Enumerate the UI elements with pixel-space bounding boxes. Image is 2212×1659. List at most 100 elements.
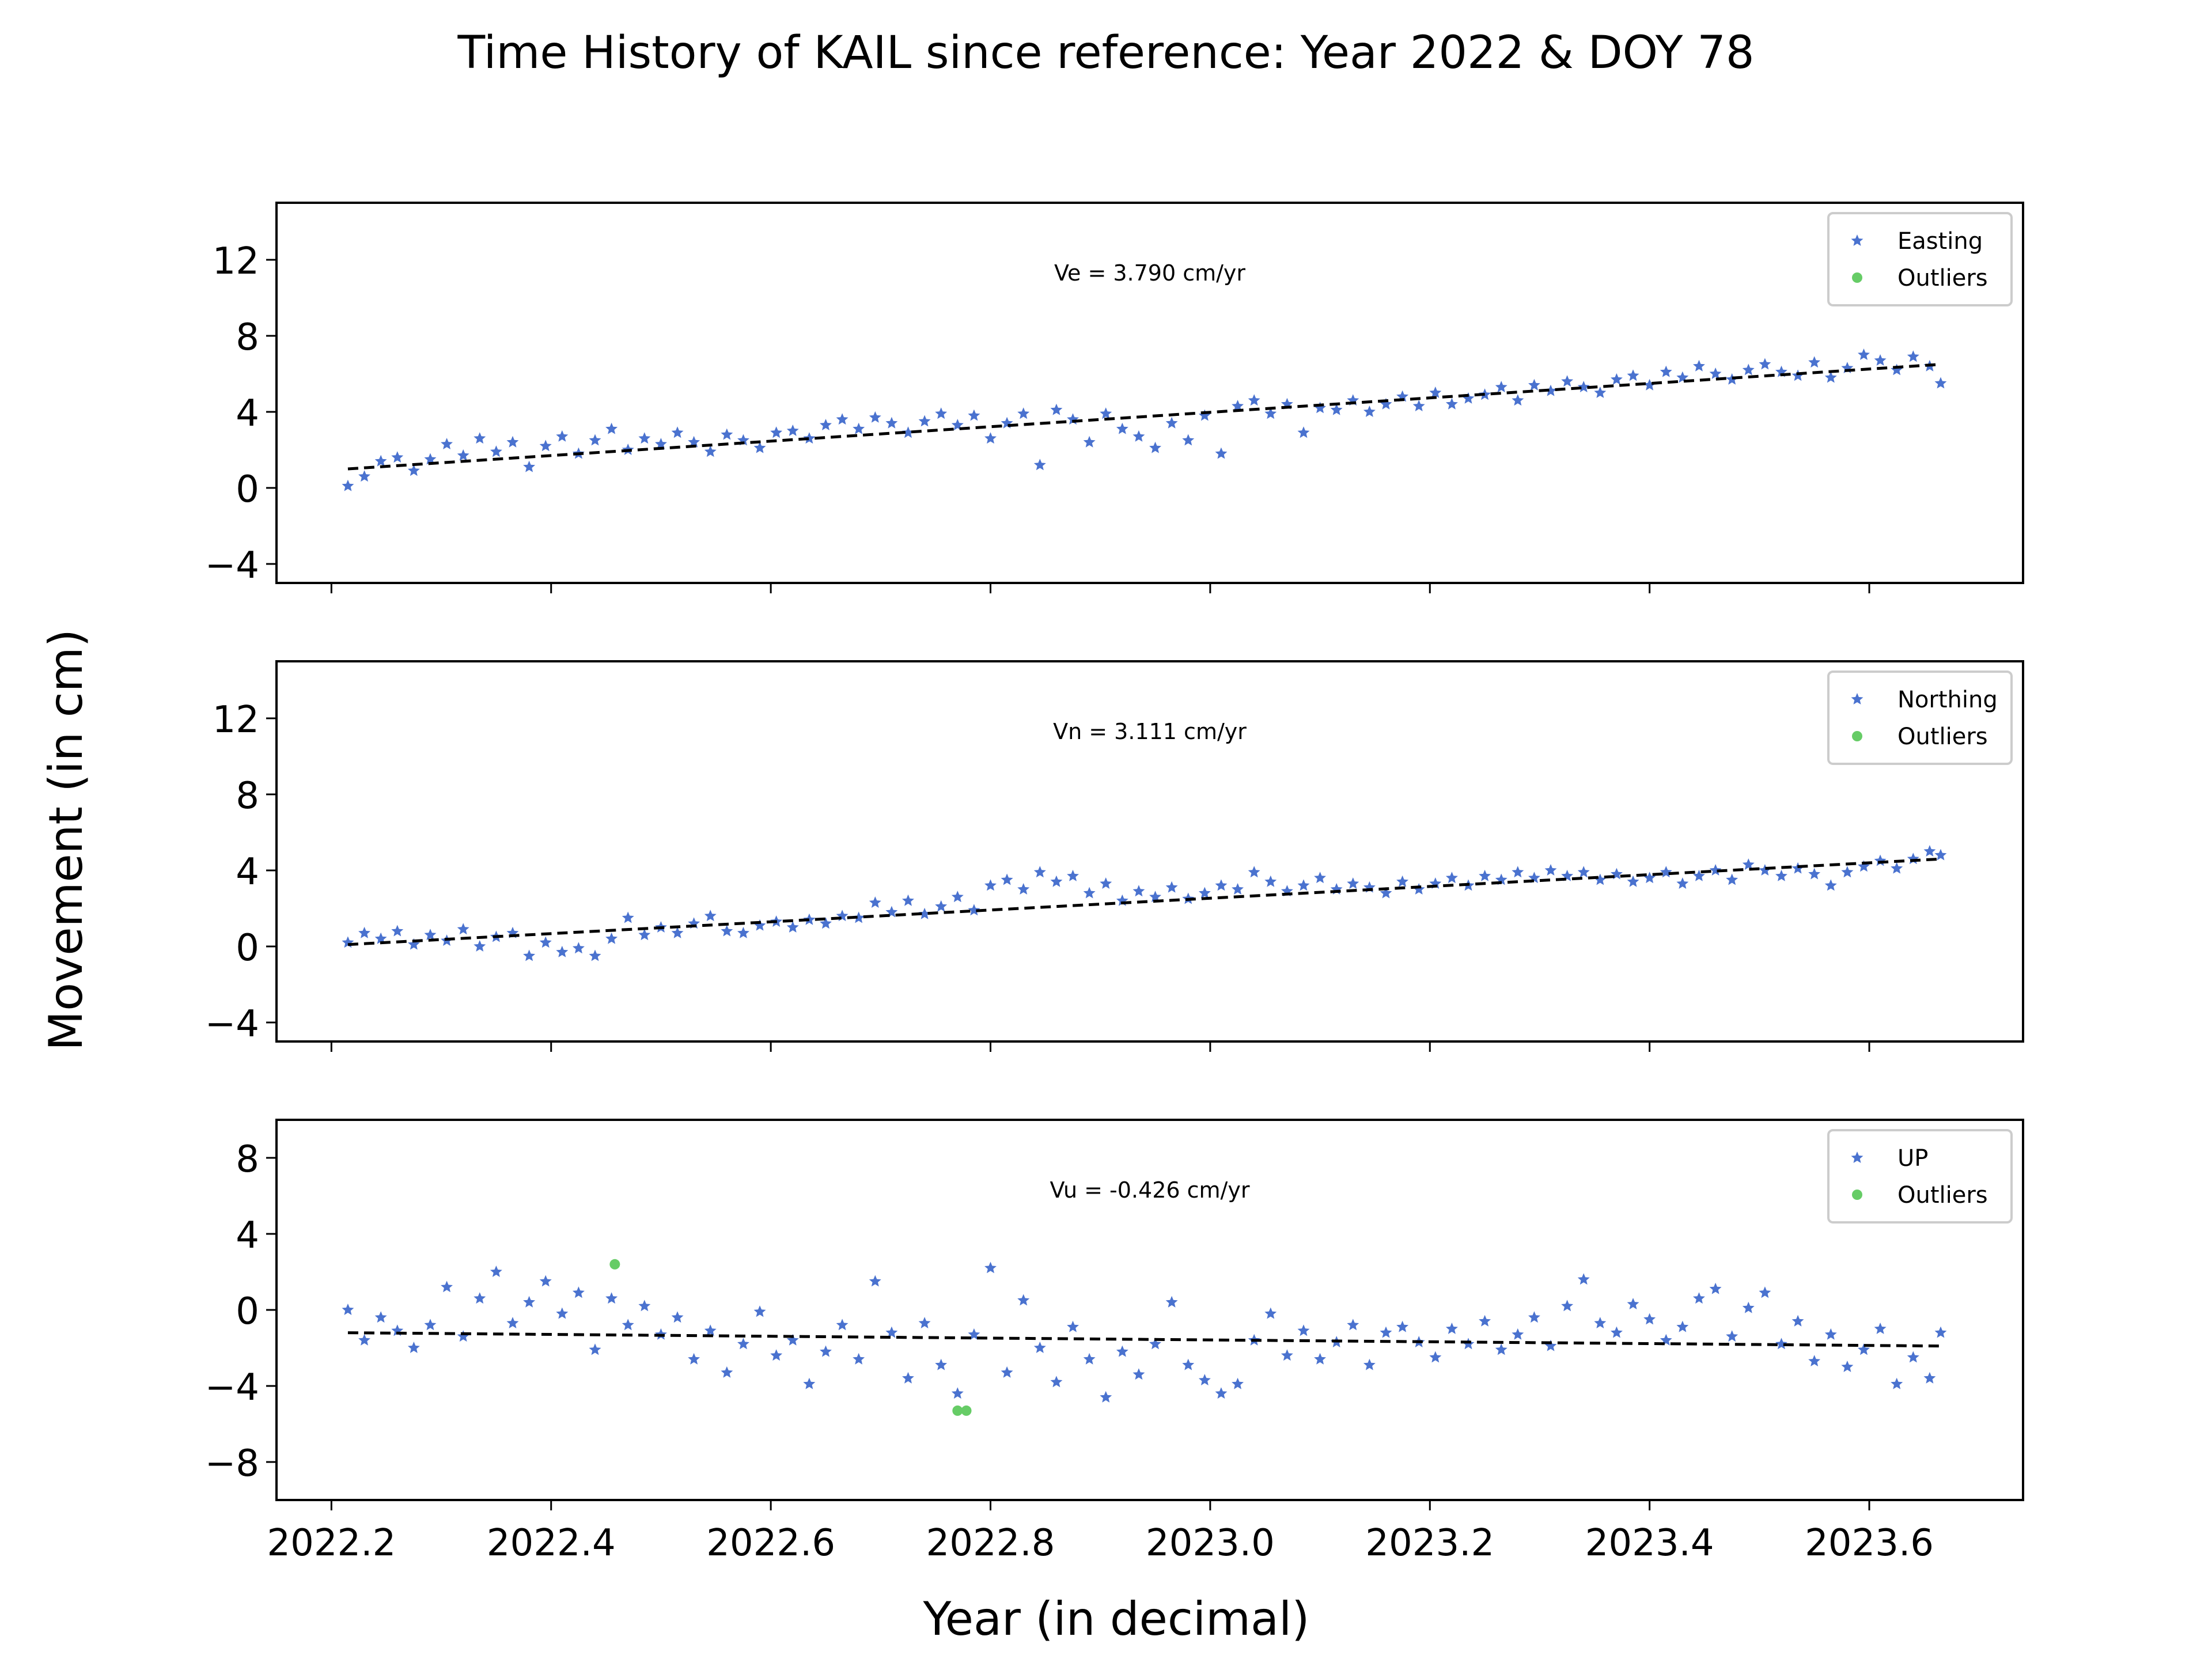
- data-point: [1380, 397, 1392, 410]
- data-point: [374, 1311, 387, 1323]
- data-point: [1934, 849, 1947, 861]
- data-point: [737, 1338, 749, 1350]
- data-point: [1232, 400, 1244, 411]
- data-point: [951, 891, 964, 903]
- data-point: [737, 926, 749, 938]
- data-point: [1017, 407, 1030, 419]
- data-point: [1528, 1311, 1540, 1323]
- data-point: [951, 1387, 964, 1399]
- data-point: [1347, 1319, 1359, 1331]
- data-point: [721, 925, 733, 937]
- data-point: [424, 929, 437, 941]
- data-point: [1116, 422, 1128, 434]
- data-point: [1759, 1286, 1771, 1298]
- data-point: [885, 416, 898, 429]
- data-point: [457, 1330, 469, 1342]
- data-point: [1512, 1328, 1524, 1340]
- data-point: [424, 1319, 437, 1331]
- data-point: [1577, 866, 1590, 878]
- data-point: [474, 940, 486, 952]
- data-point: [671, 426, 684, 438]
- data-point: [1611, 1326, 1623, 1338]
- y-tick-label: 8: [236, 1138, 259, 1181]
- data-point: [1512, 866, 1524, 878]
- outlier-point: [609, 1259, 620, 1270]
- data-point: [1495, 1343, 1508, 1355]
- data-point: [374, 454, 387, 467]
- data-point: [556, 1307, 569, 1319]
- data-point: [1841, 866, 1854, 878]
- data-point: [1198, 887, 1211, 899]
- data-point: [622, 1319, 634, 1331]
- data-point: [902, 894, 914, 906]
- data-point: [490, 445, 502, 457]
- data-point: [1445, 397, 1458, 410]
- data-point: [1132, 430, 1145, 442]
- data-point: [1232, 883, 1244, 895]
- data-point: [1479, 869, 1491, 881]
- data-point: [1709, 864, 1722, 876]
- data-point: [918, 415, 931, 427]
- data-point: [1100, 407, 1112, 419]
- data-point: [1934, 377, 1947, 389]
- data-point: [605, 1292, 618, 1304]
- data-point: [836, 413, 849, 425]
- data-point: [753, 919, 766, 931]
- data-point: [1934, 1326, 1947, 1338]
- data-point: [1742, 1301, 1755, 1313]
- data-point: [474, 432, 486, 444]
- data-point: [1824, 371, 1837, 383]
- data-point: [935, 407, 948, 419]
- y-tick-label: 0: [236, 1290, 259, 1333]
- data-point: [1627, 369, 1639, 381]
- data-point: [1017, 883, 1030, 895]
- data-point: [457, 923, 469, 935]
- data-point: [704, 445, 717, 457]
- data-point: [1709, 368, 1722, 379]
- data-point: [918, 1317, 931, 1328]
- data-point: [1462, 1338, 1475, 1350]
- outlier-point: [961, 1405, 972, 1416]
- data-point: [1923, 845, 1936, 857]
- data-point: [556, 945, 569, 957]
- x-tick-label: 2023.6: [1805, 1522, 1934, 1565]
- data-point: [853, 422, 865, 434]
- data-point: [753, 441, 766, 453]
- data-point: [1808, 868, 1821, 880]
- data-point: [1808, 1355, 1821, 1366]
- data-point: [424, 453, 437, 465]
- data-point: [1874, 354, 1887, 366]
- velocity-annotation: Vu = -0.426 cm/yr: [1050, 1177, 1250, 1203]
- data-point: [1479, 1315, 1491, 1327]
- y-tick-label: 8: [236, 775, 259, 817]
- data-point: [1561, 1300, 1574, 1312]
- data-point: [490, 1266, 502, 1277]
- data-point: [589, 434, 601, 446]
- figure-title: Time History of KAIL since reference: Ye…: [457, 27, 1755, 79]
- data-point: [721, 428, 733, 440]
- data-point: [853, 1353, 865, 1365]
- subplot-up: −8 −4 0 4 8 2022.2 2022.4 2022.6 2022.8 2023.0 202…: [205, 1119, 2024, 1565]
- data-point: [1363, 1358, 1376, 1370]
- data-point: [984, 1262, 997, 1274]
- data-point: [1182, 434, 1195, 446]
- data-point: [1544, 1339, 1557, 1351]
- data-point: [1264, 1307, 1277, 1319]
- y-tick-label: 0: [236, 927, 259, 969]
- data-point: [457, 449, 469, 461]
- data-point: [1232, 1377, 1244, 1389]
- data-point: [1380, 887, 1392, 899]
- data-point: [655, 438, 667, 449]
- data-point: [1001, 873, 1013, 885]
- data-point: [1611, 373, 1623, 385]
- data-point: [622, 911, 634, 923]
- data-point: [1297, 1324, 1310, 1336]
- legend: Northing Outliers: [1827, 671, 2013, 765]
- data-point: [820, 1345, 832, 1357]
- data-point: [1132, 885, 1145, 897]
- data-point: [836, 1319, 849, 1331]
- data-point: [1001, 1366, 1013, 1378]
- legend-star-marker: [1851, 693, 1863, 704]
- data-point: [671, 926, 684, 938]
